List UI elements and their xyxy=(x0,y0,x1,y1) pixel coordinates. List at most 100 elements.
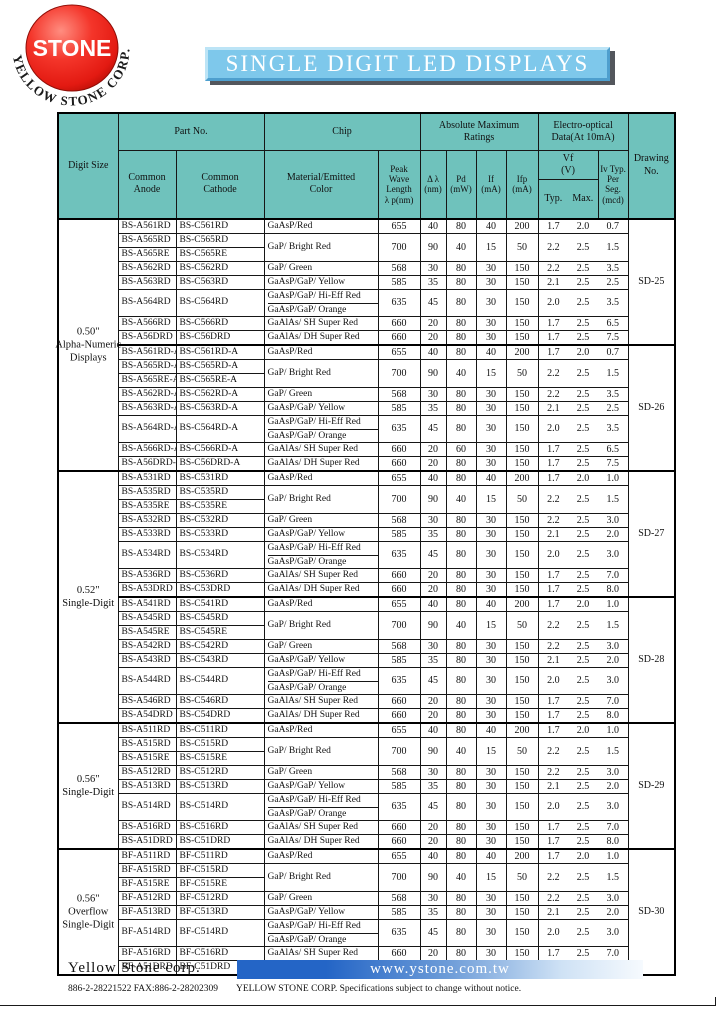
digit-size-label: 0.56" Overflow Single-Digit xyxy=(62,892,115,931)
electro-optical-cell: 2.1 2.5 2.0 xyxy=(537,652,629,668)
vf-typ-value: 1.7 xyxy=(547,220,560,232)
electro-optical-values: 2.2 2.5 1.5 xyxy=(539,612,628,639)
ifp-cell: 150 xyxy=(505,581,539,597)
vf-typ-value: 2.2 xyxy=(547,262,560,274)
pd-cell: 40 xyxy=(445,358,477,388)
peak-wavelength-cell: 635 xyxy=(377,288,421,317)
iv-value: 3.0 xyxy=(606,927,619,938)
logo-red-ball xyxy=(25,4,119,92)
vf-typ-value: 1.7 xyxy=(547,443,560,455)
part-number-anode: BS-A561RD-A xyxy=(117,343,177,360)
part-number-cathode: BS-C56DRD xyxy=(175,329,265,345)
table-row: BS-A565RE-A BS-C565RE-A xyxy=(58,372,675,388)
pd-cell: 40 xyxy=(445,232,477,262)
part-number-anode: BS-A544RD xyxy=(117,666,177,695)
peak-wavelength-cell: 635 xyxy=(377,414,421,443)
led-table-body: 0.50" Alpha-Numeric Displays BS-A561RD BS-… xyxy=(55,217,676,975)
electro-optical-values: 2.0 2.5 3.5 xyxy=(539,290,628,316)
drawing-no-cell: SD-30 xyxy=(627,847,676,975)
if-cell: 40 xyxy=(475,847,507,864)
peak-wavelength-cell: 568 xyxy=(377,890,421,906)
part-number-anode: BS-A546RD xyxy=(117,693,177,709)
electro-optical-cell: 2.2 2.5 3.0 xyxy=(537,512,629,528)
peak-wavelength-cell: 655 xyxy=(377,217,421,234)
ifp-cell: 50 xyxy=(505,232,539,262)
electro-optical-cell: 2.1 2.5 2.0 xyxy=(537,904,629,920)
pd-cell: 40 xyxy=(445,862,477,892)
part-number-cathode: BS-C533RD xyxy=(175,526,265,542)
delta-lambda-cell: 20 xyxy=(419,329,447,345)
pd-cell: 80 xyxy=(445,400,477,416)
chip-material-line-2: GaAsP/GaP/ Orange xyxy=(267,556,347,567)
ifp-cell: 150 xyxy=(505,638,539,654)
drawing-no-cell: SD-29 xyxy=(627,721,676,849)
electro-optical-values: 2.2 2.5 1.5 xyxy=(539,738,628,765)
header-common-cathode: Common Cathode xyxy=(175,150,265,219)
pd-cell: 80 xyxy=(445,638,477,654)
electro-optical-cell: 2.0 2.5 3.0 xyxy=(537,792,629,821)
delta-lambda-cell: 90 xyxy=(419,232,447,262)
vf-max-value: 2.5 xyxy=(576,947,590,959)
iv-value: 1.5 xyxy=(606,871,619,883)
peak-wavelength-cell: 660 xyxy=(377,833,421,849)
electro-optical-values: 2.2 2.5 3.0 xyxy=(539,892,628,905)
iv-value: 2.0 xyxy=(606,906,619,918)
table-row: BS-A545RE BS-C545RE xyxy=(58,624,675,640)
iv-value: 6.5 xyxy=(606,317,619,329)
table-row: BS-A532RD BS-C532RD GaP/ Green 568 30 80 30 150… xyxy=(58,512,675,528)
vf-max-value: 2.5 xyxy=(576,675,590,686)
vf-max-value: 2.5 xyxy=(576,619,590,631)
part-number-cathode: BS-C53DRD xyxy=(175,581,265,597)
vf-typ-value: 1.7 xyxy=(547,331,560,343)
part-number-anode: BF-A514RD xyxy=(117,918,177,947)
header-electro-optical: Electro-optical Data(At 10mA) xyxy=(537,112,629,151)
peak-wavelength-cell: 568 xyxy=(377,260,421,276)
vf-typ-value: 1.7 xyxy=(547,317,560,329)
pd-cell: 80 xyxy=(445,540,477,569)
part-number-anode: BS-A535RE xyxy=(117,498,177,514)
chip-material-cell: GaAlAs/ SH Super Red xyxy=(263,819,379,835)
chip-material-line-2: GaAsP/GaP/ Orange xyxy=(267,682,347,693)
peak-wavelength-cell: 700 xyxy=(377,862,421,892)
vf-typ-value: 1.7 xyxy=(547,569,560,581)
chip-material-cell: GaAsP/GaP/ Yellow xyxy=(263,526,379,542)
pd-cell: 80 xyxy=(445,512,477,528)
electro-optical-cell: 1.7 2.5 7.0 xyxy=(537,945,629,961)
footer-company-name: Yellow Stone corp. xyxy=(68,960,201,976)
part-number-cathode: BS-C514RD xyxy=(175,792,265,821)
chip-material-cell: GaAsP/GaP/ Yellow xyxy=(263,904,379,920)
peak-wavelength-cell: 660 xyxy=(377,315,421,331)
part-number-cathode: BS-C513RD xyxy=(175,778,265,794)
vf-typ-value: 2.2 xyxy=(547,766,560,778)
table-row: BF-A516RD BF-C516RD GaAlAs/ SH Super Red 66… xyxy=(58,945,675,961)
header-part-no: Part No. xyxy=(117,112,265,151)
part-number-cathode: BS-C565RD-A xyxy=(175,358,265,374)
chip-material-cell: GaAsP/Red xyxy=(263,847,379,864)
if-cell: 15 xyxy=(475,610,507,640)
part-number-anode: BF-A51DRD xyxy=(117,959,177,975)
table-row: 0.52" Single-Digit BS-A531RD BS-C531RD GaAs… xyxy=(57,469,676,723)
vf-max-value: 2.5 xyxy=(576,262,590,274)
vf-max-value: 2.5 xyxy=(576,801,590,812)
pd-cell: 40 xyxy=(445,484,477,514)
if-cell: 30 xyxy=(475,707,507,723)
part-number-anode: BS-A512RD xyxy=(117,764,177,780)
vf-typ-value: 2.2 xyxy=(547,514,560,526)
chip-material-line-1: GaAsP/GaP/ Hi-Eff Red xyxy=(267,668,377,682)
part-number-anode: BS-A532RD xyxy=(117,512,177,528)
vf-typ-value: 1.7 xyxy=(547,850,560,862)
ifp-cell: 150 xyxy=(505,512,539,528)
footer-url[interactable]: www.ystone.com.tw xyxy=(370,961,510,977)
if-cell: 15 xyxy=(475,358,507,388)
delta-lambda-cell: 30 xyxy=(419,764,447,780)
vf-typ-value: 2.2 xyxy=(547,619,560,631)
peak-wavelength-cell: 660 xyxy=(377,329,421,345)
iv-value: 3.5 xyxy=(606,388,619,400)
delta-lambda-cell: 20 xyxy=(419,819,447,835)
ifp-cell: 150 xyxy=(505,526,539,542)
if-cell: 15 xyxy=(475,862,507,892)
iv-value: 7.5 xyxy=(606,457,619,469)
pd-cell: 80 xyxy=(445,315,477,331)
electro-optical-cell: 1.7 2.0 1.0 xyxy=(537,595,629,612)
electro-optical-values: 2.0 2.5 3.0 xyxy=(539,794,628,820)
